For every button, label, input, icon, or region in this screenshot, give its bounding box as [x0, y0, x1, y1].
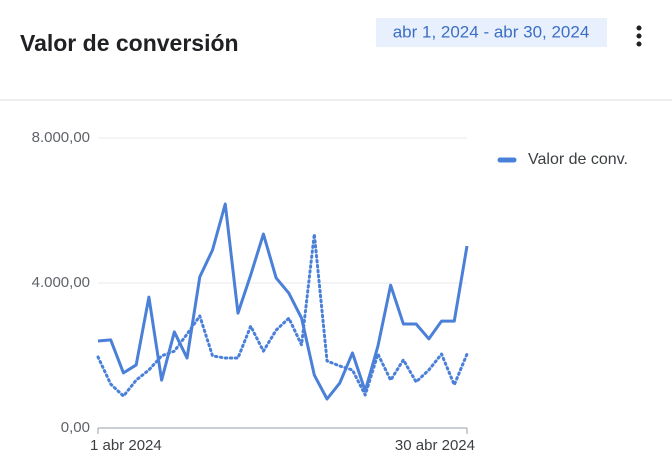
- date-chip[interactable]: [376, 18, 607, 47]
- y-tick-label: 0,00: [61, 419, 90, 436]
- x-tick-label: 30 abr 2024: [395, 437, 475, 454]
- x-tick-label: 1 abr 2024: [90, 437, 162, 454]
- card-title: Valor de conversión: [20, 30, 239, 56]
- series-line: [96, 232, 469, 398]
- date-range[interactable]: abr 1, 2024 - abr 30, 2024: [393, 22, 590, 41]
- y-tick-label: 8.000,00: [32, 129, 90, 146]
- y-tick-label: 4.000,00: [32, 274, 90, 291]
- series-line: [97, 202, 469, 401]
- menu-button[interactable]: [636, 25, 642, 47]
- legend-label: Valor de conv.: [528, 151, 628, 168]
